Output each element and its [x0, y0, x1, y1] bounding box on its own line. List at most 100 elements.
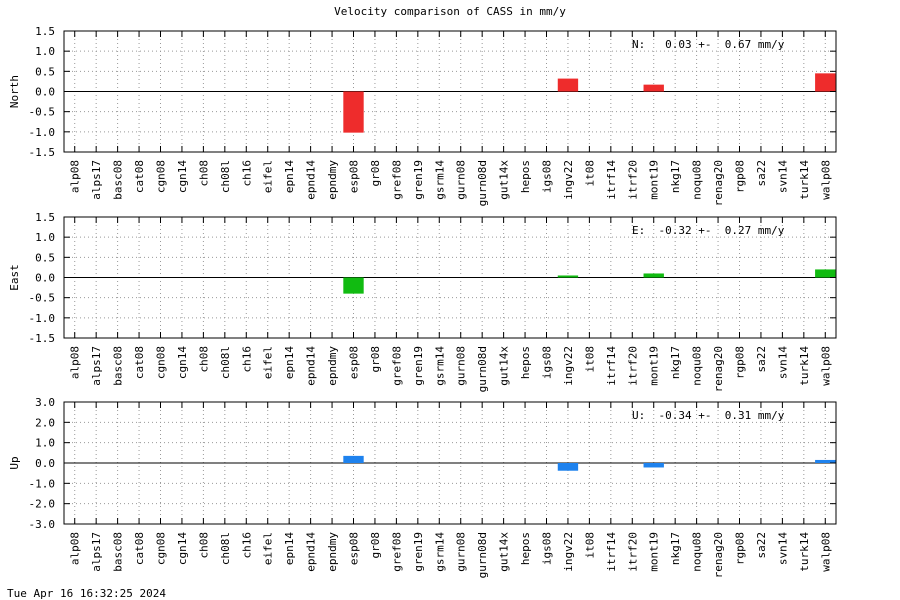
- chart-title: Velocity comparison of CASS in mm/y: [334, 5, 566, 18]
- y-tick-label: 0.0: [35, 86, 55, 99]
- bar-ingv22: [557, 78, 579, 92]
- x-tick-label: igs08: [541, 346, 554, 379]
- x-tick-label: ch16: [240, 346, 253, 373]
- x-tick-label: sa22: [755, 160, 768, 187]
- x-tick-label: rgp08: [734, 160, 747, 193]
- bar-esp08: [343, 277, 364, 294]
- x-tick-label: ch08: [197, 160, 210, 187]
- x-tick-label: ch08l: [219, 346, 232, 379]
- x-tick-label: nkg17: [669, 532, 682, 565]
- x-tick-label: ingv22: [562, 532, 575, 572]
- x-tick-label: rgp08: [734, 346, 747, 379]
- x-tick-label: epn14: [283, 532, 296, 565]
- x-tick-label: it08: [583, 160, 596, 187]
- x-tick-label: gut14x: [498, 160, 511, 200]
- bar-walp08: [815, 73, 836, 92]
- x-tick-label: itrf14: [605, 346, 618, 386]
- x-tick-label: epn14: [283, 346, 296, 379]
- y-tick-label: 1.0: [35, 437, 55, 450]
- y-tick-label: -1.0: [29, 312, 56, 325]
- x-tick-label: svn14: [776, 346, 789, 379]
- panel-up: 3.0 2.0 1.0 0.0 -1.0 -2.0 -3.0 alp08 alps17 basc0…: [8, 396, 837, 578]
- x-tick-label: gurn08d: [476, 346, 489, 392]
- y-tick-label: 0.0: [35, 272, 55, 285]
- x-tick-label: cat08: [133, 532, 146, 565]
- x-tick-label: basc08: [112, 346, 125, 386]
- x-tick-label: hepos: [519, 160, 532, 193]
- x-tick-label: cgn08: [155, 346, 168, 379]
- x-tick-label: epn14: [283, 160, 296, 193]
- bar-ingv22: [557, 463, 579, 471]
- bar-esp08: [343, 91, 364, 133]
- x-tick-label: nkg17: [669, 160, 682, 193]
- x-tick-label: alp08: [69, 346, 82, 379]
- x-tick-label: eifel: [262, 532, 275, 565]
- x-tick-label: esp08: [348, 532, 361, 565]
- x-tick-label: ch16: [240, 160, 253, 187]
- bar-walp08: [815, 459, 836, 463]
- x-tick-label: ch08: [197, 346, 210, 373]
- x-tick-label: sa22: [755, 532, 768, 559]
- x-tick-label: renag20: [712, 532, 725, 578]
- x-tick-label: cat08: [133, 160, 146, 193]
- x-tick-label: cgn08: [155, 160, 168, 193]
- x-tick-label: ch08l: [219, 532, 232, 565]
- x-tick-label: gurn08: [455, 160, 468, 200]
- bar-mont19: [643, 84, 664, 92]
- x-tick-label: renag20: [712, 346, 725, 392]
- x-tick-label: gsrm14: [433, 532, 446, 572]
- x-tick-label: gref08: [390, 346, 403, 386]
- x-tick-label: epnd14: [305, 160, 318, 200]
- y-tick-label: 1.5: [35, 25, 55, 38]
- bar-ingv22: [557, 275, 579, 278]
- x-tick-label: gren19: [412, 346, 425, 386]
- stats-annotation: E: -0.32 +- 0.27 mm/y: [632, 224, 785, 237]
- x-tick-label: svn14: [776, 160, 789, 193]
- x-tick-label: ingv22: [562, 346, 575, 386]
- x-tick-label: cgn14: [176, 346, 189, 379]
- x-tick-label: turk14: [798, 346, 811, 386]
- footer-timestamp: Tue Apr 16 16:32:25 2024: [7, 587, 166, 600]
- x-tick-label: gurn08d: [476, 532, 489, 578]
- x-tick-label: alp08: [69, 532, 82, 565]
- x-tick-label: epndmy: [326, 160, 339, 200]
- panel-north: 1.5 1.0 0.5 0.0 -0.5 -1.0 -1.5 alp08 alps17 basc0…: [8, 25, 837, 206]
- stats-annotation: U: -0.34 +- 0.31 mm/y: [632, 409, 785, 422]
- panel-east: 1.5 1.0 0.5 0.0 -0.5 -1.0 -1.5 alp08 alps17 basc0…: [8, 211, 837, 392]
- x-tick-label: walp08: [819, 346, 832, 386]
- x-tick-label: gr08: [369, 160, 382, 187]
- x-tick-label: gref08: [390, 160, 403, 200]
- y-axis-label: East: [8, 264, 21, 291]
- x-tick-label: gurn08d: [476, 160, 489, 206]
- x-tick-label: noqu08: [691, 532, 704, 572]
- x-tick-label: gut14x: [498, 532, 511, 572]
- bar-esp08: [343, 455, 364, 463]
- y-axis-label: North: [8, 75, 21, 108]
- x-tick-label: turk14: [798, 160, 811, 200]
- x-tick-label: epndmy: [326, 346, 339, 386]
- x-tick-label: sa22: [755, 346, 768, 373]
- x-tick-label: walp08: [819, 160, 832, 200]
- x-tick-label: itrf20: [626, 346, 639, 386]
- x-tick-label: svn14: [776, 532, 789, 565]
- x-tick-label: gurn08: [455, 532, 468, 572]
- x-tick-label: eifel: [262, 160, 275, 193]
- x-tick-label: mont19: [648, 346, 661, 386]
- x-tick-label: eifel: [262, 346, 275, 379]
- y-tick-label: 3.0: [35, 396, 55, 409]
- x-tick-label: hepos: [519, 532, 532, 565]
- x-tick-label: renag20: [712, 160, 725, 206]
- x-tick-label: alps17: [90, 346, 103, 386]
- x-tick-label: mont19: [648, 160, 661, 200]
- x-tick-label: gsrm14: [433, 346, 446, 386]
- x-tick-label: alps17: [90, 532, 103, 572]
- x-tick-label: gren19: [412, 532, 425, 572]
- x-tick-label: itrf20: [626, 160, 639, 200]
- x-tick-label: gr08: [369, 532, 382, 559]
- x-tick-label: gr08: [369, 346, 382, 373]
- bar-walp08: [815, 269, 836, 278]
- x-tick-label: turk14: [798, 532, 811, 572]
- x-tick-label: basc08: [112, 160, 125, 200]
- x-tick-label: cgn14: [176, 160, 189, 193]
- x-tick-label: basc08: [112, 532, 125, 572]
